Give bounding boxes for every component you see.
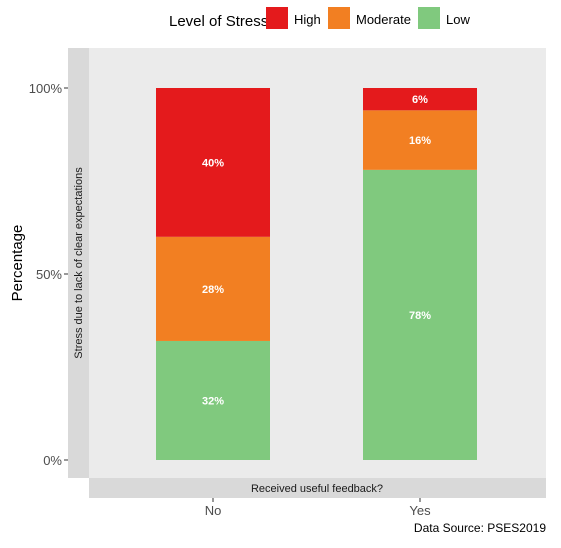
legend-label-low: Low: [446, 12, 470, 27]
y-axis: 0% 50% 100%: [29, 81, 68, 468]
y-axis-title: Percentage: [9, 225, 26, 302]
bottom-facet-strip: [89, 478, 546, 498]
legend-key-moderate: [328, 7, 350, 29]
bar-data-label: 16%: [409, 135, 431, 147]
bars: 32% 28% 40% 78% 16% 6%: [156, 88, 477, 460]
bar-data-label: 32%: [202, 395, 224, 407]
left-facet-strip-label: Stress due to lack of clear expectations: [73, 167, 85, 359]
y-tick-label: 100%: [29, 81, 63, 96]
bar-data-label: 6%: [412, 94, 428, 106]
y-tick-label: 0%: [43, 453, 62, 468]
legend: Level of Stress High Moderate Low: [169, 7, 470, 30]
legend-key-low: [418, 7, 440, 29]
bar-segment-high-yes: [363, 88, 477, 111]
bar-data-label: 78%: [409, 310, 431, 322]
bar-segment-low-yes: [363, 169, 477, 460]
legend-label-moderate: Moderate: [356, 12, 411, 27]
x-tick-label: No: [205, 503, 222, 518]
bottom-facet-strip-label: Received useful feedback?: [251, 483, 383, 495]
legend-key-high: [266, 7, 288, 29]
x-axis: No Yes: [205, 498, 431, 518]
bar-segment-high-no: [156, 88, 270, 237]
x-tick-label: Yes: [409, 503, 431, 518]
legend-title: Level of Stress: [169, 13, 268, 30]
bar-segment-moderate-yes: [363, 110, 477, 170]
bar-data-label: 40%: [202, 157, 224, 169]
bar-segment-low-no: [156, 340, 270, 460]
left-facet-strip: [68, 48, 89, 478]
bar-data-label: 28%: [202, 284, 224, 296]
legend-label-high: High: [294, 12, 321, 27]
y-tick-label: 50%: [36, 267, 62, 282]
caption: Data Source: PSES2019: [414, 521, 546, 535]
bar-segment-moderate-no: [156, 236, 270, 341]
